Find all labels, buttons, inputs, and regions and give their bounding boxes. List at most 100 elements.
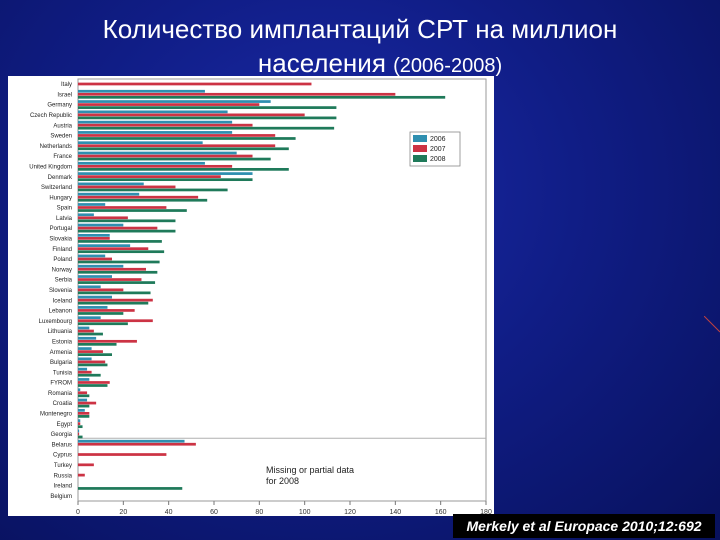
missing-data-annotation: for 2008 (266, 476, 299, 486)
category-label: Egypt (57, 422, 73, 428)
bar-2007 (78, 195, 199, 199)
bar-2008 (78, 291, 151, 295)
slide-title-years: (2006-2008) (393, 55, 503, 77)
bar-2007 (78, 319, 153, 323)
bar-2008 (78, 240, 162, 243)
category-label: France (53, 154, 72, 160)
bar-2007 (78, 329, 94, 333)
bar-2007 (78, 185, 176, 189)
bar-2006 (78, 347, 92, 350)
bar-2006 (78, 120, 233, 124)
bar-2007 (78, 381, 110, 384)
category-label: Bulgaria (50, 360, 73, 366)
category-label: Ireland (54, 484, 72, 490)
category-label: Germany (47, 103, 72, 109)
bar-2008 (78, 137, 296, 140)
bar-2007 (78, 237, 110, 240)
bar-2008 (78, 281, 156, 284)
bar-2006 (78, 141, 203, 145)
category-label: Georgia (51, 432, 73, 438)
bar-2008 (78, 106, 337, 109)
bar-2006 (78, 285, 101, 289)
legend-swatch-2006 (413, 135, 427, 142)
bar-2008 (78, 373, 101, 377)
bar-2008 (78, 250, 165, 254)
bar-2006 (78, 213, 94, 217)
category-label: Armenia (50, 350, 73, 356)
bar-2008 (78, 188, 228, 192)
category-label: Tunisia (53, 370, 73, 376)
category-label: Netherlands (40, 144, 72, 150)
bar-2006 (78, 264, 124, 268)
bar-2007 (78, 288, 124, 292)
bar-2008 (78, 384, 108, 387)
bar-2007 (78, 206, 167, 209)
bar-2007 (78, 226, 158, 230)
bar-2006 (78, 151, 237, 155)
bar-2006 (78, 172, 253, 175)
legend-label: 2007 (430, 146, 446, 153)
bar-2007 (78, 267, 146, 271)
bar-2006 (78, 316, 101, 320)
bar-2006 (78, 223, 124, 227)
bar-2006 (78, 439, 185, 443)
missing-data-annotation: Missing or partial data (266, 465, 354, 475)
bar-2008 (78, 157, 271, 161)
legend-swatch-2007 (413, 145, 427, 152)
bar-2008 (78, 332, 103, 336)
bar-2008 (78, 363, 108, 367)
bar-2008 (78, 301, 149, 305)
bar-2008 (78, 404, 90, 408)
bar-2006 (78, 295, 112, 299)
category-label: Poland (53, 257, 72, 263)
category-label: Estonia (52, 339, 73, 345)
bar-2006 (78, 89, 205, 93)
bar-2006 (78, 203, 106, 206)
legend-label: 2006 (430, 136, 446, 143)
bar-2007 (78, 92, 396, 96)
x-tick-label: 120 (344, 509, 356, 516)
category-label: Czech Republic (30, 113, 72, 119)
category-label: Austria (53, 123, 72, 129)
bar-2008 (78, 198, 208, 202)
bar-2006 (78, 429, 80, 433)
legend-label: 2008 (430, 156, 446, 163)
bar-2006 (78, 161, 205, 165)
category-label: Belarus (52, 442, 72, 448)
bar-2006 (78, 408, 85, 412)
bar-2007 (78, 422, 81, 426)
bar-2007 (78, 473, 85, 477)
bar-2007 (78, 134, 276, 137)
bar-2007 (78, 298, 153, 302)
category-label: Montenegro (40, 412, 73, 418)
category-label: Switzerland (41, 185, 72, 191)
bar-2006 (78, 398, 88, 402)
bar-2007 (78, 247, 149, 251)
bar-2008 (78, 229, 176, 233)
category-label: Sweden (50, 134, 72, 140)
category-label: Serbia (55, 278, 73, 284)
x-tick-label: 140 (389, 509, 401, 516)
bar-2006 (78, 336, 97, 340)
x-tick-label: 80 (255, 509, 263, 516)
x-tick-label: 60 (210, 509, 218, 516)
bar-2007 (78, 350, 103, 353)
category-label: Norway (52, 267, 72, 273)
category-label: Spain (57, 206, 72, 212)
bar-2008 (78, 95, 446, 99)
bar-2006 (78, 388, 81, 392)
category-label: Hungary (49, 195, 72, 201)
bar-2008 (78, 219, 176, 223)
x-tick-label: 180 (480, 509, 492, 516)
category-label: Slovenia (49, 288, 73, 294)
bar-2006 (78, 131, 233, 134)
bar-2006 (78, 326, 90, 330)
bar-2006 (78, 182, 144, 186)
bar-2007 (78, 257, 112, 261)
bar-2007 (78, 216, 128, 220)
bar-2008 (78, 270, 158, 274)
category-label: Russia (54, 473, 73, 479)
bar-2007 (78, 401, 97, 405)
bar-2007 (78, 391, 88, 395)
bar-2006 (78, 275, 112, 278)
